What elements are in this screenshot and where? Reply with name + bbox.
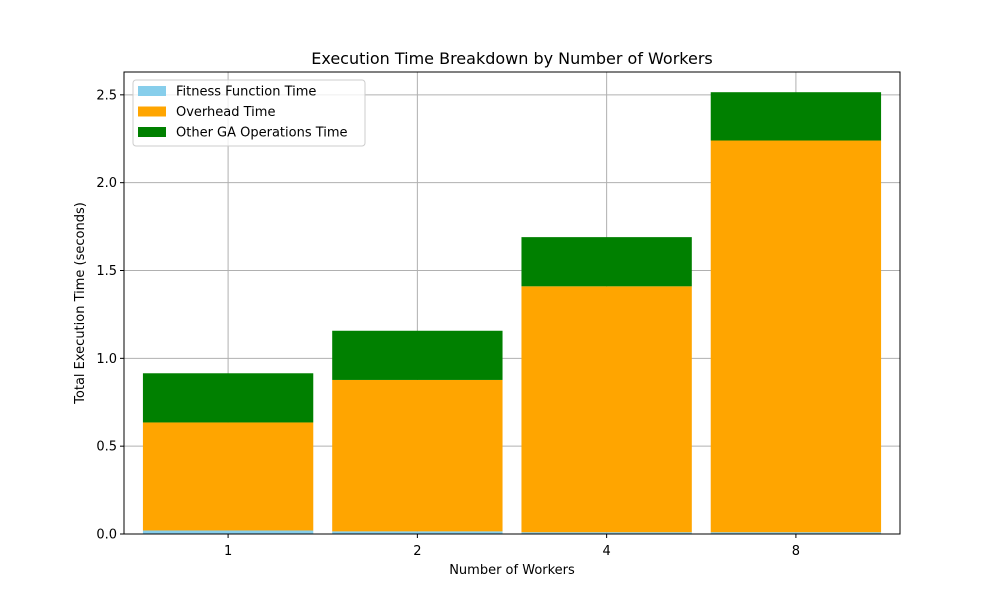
x-axis-label: Number of Workers bbox=[449, 563, 575, 578]
legend: Fitness Function Time Overhead Time Other … bbox=[132, 79, 366, 147]
legend-frame bbox=[132, 79, 366, 147]
legend-swatch bbox=[138, 127, 166, 137]
plot-area-frame bbox=[123, 71, 901, 535]
bar-segment-overhead-time bbox=[710, 140, 882, 533]
bar-segment-fitness-function-time bbox=[521, 532, 692, 534]
bar-segment-other-ga-operations-time bbox=[332, 330, 503, 380]
legend-label: Other GA Operations Time bbox=[176, 126, 348, 141]
bar-segment-other-ga-operations-time bbox=[710, 92, 882, 141]
legend-label: Overhead Time bbox=[176, 105, 275, 120]
x-tick-label: 8 bbox=[792, 544, 800, 559]
y-tick-label: 0.0 bbox=[96, 528, 117, 543]
bars bbox=[142, 92, 882, 534]
axis-ticks: 0.0 0.5 1.0 1.5 2.0 2.5 1 2 4 8 bbox=[96, 88, 800, 559]
chart-title: Execution Time Breakdown by Number of Wo… bbox=[311, 49, 713, 68]
y-tick-label: 2.0 bbox=[96, 176, 117, 191]
x-tick-label: 4 bbox=[602, 544, 610, 559]
bar-segment-fitness-function-time bbox=[710, 532, 882, 534]
bar-segment-fitness-function-time bbox=[332, 531, 503, 534]
bar-segment-other-ga-operations-time bbox=[521, 237, 692, 287]
bar-segment-overhead-time bbox=[521, 286, 692, 533]
y-tick-label: 1.0 bbox=[96, 352, 117, 367]
x-tick-label: 2 bbox=[413, 544, 421, 559]
x-tick-label: 1 bbox=[224, 544, 232, 559]
legend-swatch bbox=[138, 86, 166, 96]
legend-label: Fitness Function Time bbox=[176, 85, 316, 100]
y-tick-label: 2.5 bbox=[96, 88, 117, 103]
bar-segment-overhead-time bbox=[142, 422, 314, 531]
bar-segment-other-ga-operations-time bbox=[142, 373, 314, 423]
legend-swatch bbox=[138, 106, 166, 117]
y-axis-label: Total Execution Time (seconds) bbox=[73, 202, 88, 405]
bar-segment-overhead-time bbox=[332, 379, 503, 532]
y-tick-label: 0.5 bbox=[96, 440, 117, 455]
y-tick-label: 1.5 bbox=[96, 264, 117, 279]
bar-segment-fitness-function-time bbox=[142, 530, 314, 534]
